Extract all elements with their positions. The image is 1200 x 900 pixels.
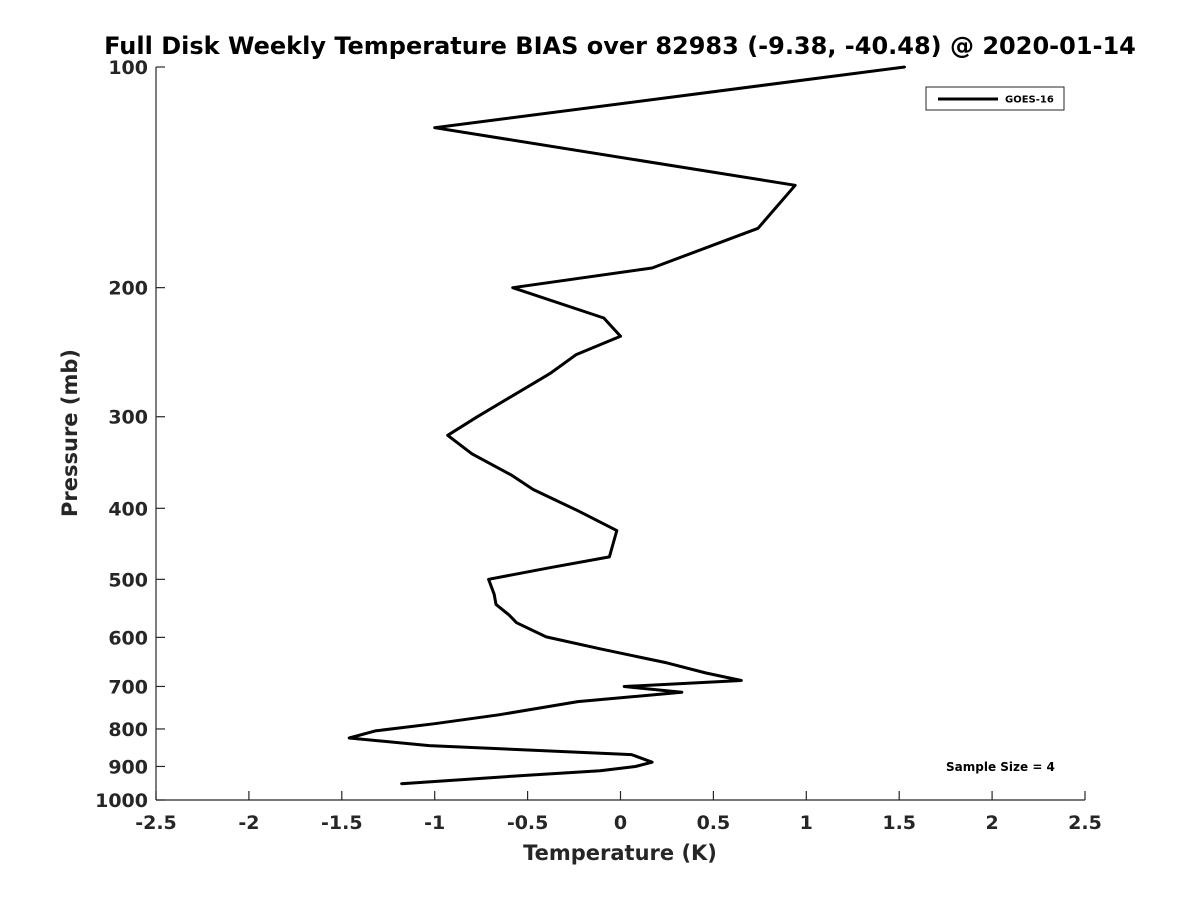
data-point (509, 473, 513, 476)
data-point (511, 286, 514, 289)
data-point (619, 335, 622, 338)
data-point (756, 227, 760, 230)
x-tick-label: 2.5 (1068, 812, 1102, 834)
x-tick-label: -1.5 (321, 812, 363, 834)
data-point (487, 578, 490, 581)
legend-entry-goes-16: GOES-16 (1005, 95, 1054, 106)
x-axis-label: Temperature (K) (523, 841, 717, 865)
data-point (348, 736, 351, 740)
data-point (374, 729, 377, 733)
chart-title: Full Disk Weekly Temperature BIAS over 8… (104, 32, 1136, 60)
data-point (598, 769, 602, 772)
data-point (634, 765, 637, 768)
x-tick-label: -2.5 (135, 812, 177, 834)
x-tick-label: -1 (424, 812, 445, 834)
data-point (476, 415, 479, 418)
x-tick-label: -0.5 (507, 812, 549, 834)
data-point (602, 316, 605, 320)
x-tick-label: 1 (800, 812, 813, 834)
legend: GOES-16 (925, 86, 1065, 111)
x-tick-label: 2 (985, 812, 998, 834)
y-tick-label: 300 (108, 407, 148, 429)
data-point (704, 671, 708, 675)
data-point (608, 555, 611, 559)
data-point (545, 635, 548, 639)
data-point (650, 761, 654, 764)
x-tick-label: 0.5 (697, 812, 731, 834)
data-point (630, 753, 633, 756)
data-point (574, 353, 578, 356)
data-point (427, 744, 431, 747)
y-tick-label: 800 (108, 719, 148, 741)
data-point (498, 713, 501, 716)
data-point (623, 685, 626, 688)
x-tick-label: 0 (614, 812, 627, 834)
y-tick-label: 500 (108, 569, 148, 591)
data-point (433, 722, 436, 725)
x-tick-label: 1.5 (882, 812, 916, 834)
data-point (548, 566, 552, 569)
data-point (740, 679, 743, 682)
y-tick-label: 100 (108, 57, 148, 79)
series-points (348, 65, 906, 785)
data-point (665, 661, 669, 665)
y-tick-label: 900 (108, 756, 148, 778)
data-point (576, 700, 579, 703)
y-ticks: 100 200 300 400 500 600 700 800 900 1000 (95, 57, 165, 812)
data-point (680, 691, 683, 694)
data-point (532, 488, 535, 491)
data-point (903, 65, 906, 69)
data-point (794, 184, 797, 187)
plot-area (155, 67, 1085, 801)
data-point (400, 782, 403, 785)
data-point (433, 126, 436, 129)
data-point (494, 603, 498, 606)
data-point (615, 529, 618, 532)
data-point (515, 621, 518, 624)
y-tick-label: 200 (108, 278, 148, 300)
data-point (526, 774, 529, 777)
x-tick-label: -2 (238, 812, 259, 834)
series-line-goes-16 (347, 65, 905, 786)
data-point (650, 266, 654, 270)
data-point (493, 593, 496, 596)
y-axis-label: Pressure (mb) (58, 349, 82, 517)
data-point (470, 452, 474, 455)
y-tick-label: 400 (108, 498, 148, 520)
y-tick-label: 1000 (95, 790, 148, 812)
x-ticks: -2.5 -2 -1.5 -1 -0.5 0 0.5 1 1.5 2 2.5 (135, 791, 1102, 834)
data-point (598, 647, 602, 650)
data-point (446, 434, 449, 437)
y-tick-label: 700 (108, 676, 148, 698)
sample-size-annotation: Sample Size = 4 (946, 760, 1055, 774)
y-tick-label: 600 (108, 627, 148, 649)
data-point (548, 372, 552, 375)
data-point (507, 613, 511, 617)
data-point (576, 509, 579, 512)
